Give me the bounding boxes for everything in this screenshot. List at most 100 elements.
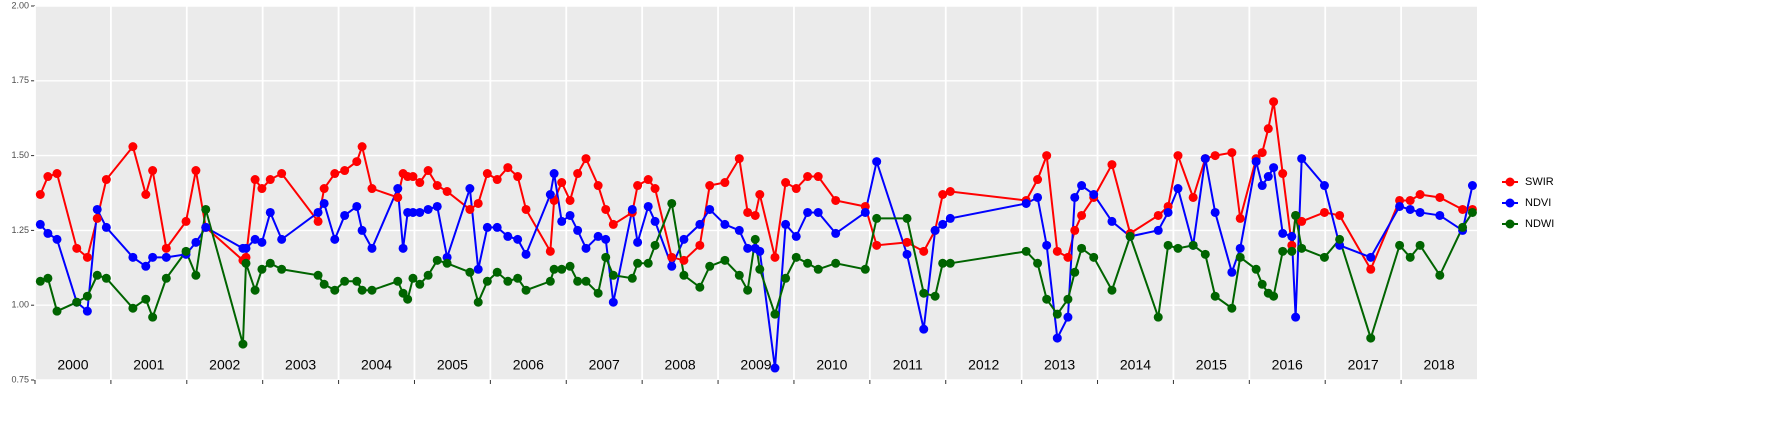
data-point: [1021, 198, 1031, 208]
data-point: [503, 163, 513, 173]
x-tick-label: 2016: [1272, 357, 1303, 373]
data-point: [43, 273, 53, 283]
data-point: [1263, 172, 1273, 182]
data-point: [872, 240, 882, 250]
data-point: [565, 261, 575, 271]
data-point: [545, 189, 555, 199]
data-point: [313, 207, 323, 217]
data-point: [257, 184, 267, 194]
data-point: [1297, 154, 1307, 164]
x-tick-label: 2004: [361, 357, 392, 373]
data-point: [1153, 312, 1163, 322]
x-tick-label: 2017: [1348, 357, 1379, 373]
data-point: [831, 195, 841, 205]
data-point: [813, 207, 823, 217]
data-point: [492, 267, 502, 277]
data-point: [770, 252, 780, 262]
data-point: [938, 258, 948, 268]
data-point: [408, 273, 418, 283]
data-point: [1319, 207, 1329, 217]
data-point: [1070, 267, 1080, 277]
data-point: [1415, 207, 1425, 217]
data-point: [1235, 243, 1245, 253]
data-point: [473, 297, 483, 307]
data-point: [1173, 184, 1183, 194]
data-point: [257, 264, 267, 274]
data-point: [408, 172, 418, 182]
data-point: [82, 252, 92, 262]
data-point: [191, 237, 201, 247]
data-point: [803, 207, 813, 217]
data-point: [679, 255, 689, 265]
x-tick-label: 2002: [209, 357, 240, 373]
data-point: [52, 306, 62, 316]
data-point: [650, 216, 660, 226]
data-point: [423, 204, 433, 214]
data-point: [1291, 210, 1301, 220]
data-point: [277, 169, 287, 179]
data-point: [1070, 192, 1080, 202]
data-point: [367, 184, 377, 194]
data-point: [902, 213, 912, 223]
data-point: [1070, 225, 1080, 235]
data-point: [1077, 181, 1087, 191]
data-point: [1458, 204, 1468, 214]
data-point: [141, 294, 151, 304]
data-point: [35, 189, 45, 199]
data-point: [277, 264, 287, 274]
x-tick-label: 2015: [1196, 357, 1227, 373]
data-point: [750, 210, 760, 220]
data-point: [201, 204, 211, 214]
data-point: [1210, 207, 1220, 217]
data-point: [1125, 231, 1135, 241]
data-point: [1287, 231, 1297, 241]
legend-label: NDWI: [1525, 218, 1554, 230]
data-point: [357, 142, 367, 152]
data-point: [734, 225, 744, 235]
data-point: [601, 204, 611, 214]
data-point: [695, 219, 705, 229]
data-point: [191, 270, 201, 280]
data-point: [101, 273, 111, 283]
data-point: [250, 285, 260, 295]
data-point: [608, 270, 618, 280]
data-point: [128, 142, 138, 152]
data-point: [633, 237, 643, 247]
data-point: [1052, 333, 1062, 343]
data-point: [1335, 234, 1345, 244]
data-point: [1033, 175, 1043, 185]
data-point: [919, 246, 929, 256]
data-point: [1257, 181, 1267, 191]
x-tick-label: 2003: [285, 357, 316, 373]
data-point: [573, 169, 583, 179]
data-point: [1366, 252, 1376, 262]
data-point: [52, 169, 62, 179]
data-point: [1200, 249, 1210, 259]
data-point: [1227, 267, 1237, 277]
data-point: [1405, 252, 1415, 262]
data-point: [557, 264, 567, 274]
data-point: [265, 207, 275, 217]
x-tick-label: 2014: [1120, 357, 1151, 373]
data-point: [1257, 279, 1267, 289]
data-point: [423, 166, 433, 176]
data-point: [705, 181, 715, 191]
data-point: [423, 270, 433, 280]
data-point: [92, 204, 102, 214]
data-point: [141, 189, 151, 199]
data-point: [1188, 192, 1198, 202]
data-point: [860, 264, 870, 274]
x-tick-label: 2000: [57, 357, 88, 373]
data-point: [1319, 181, 1329, 191]
data-point: [492, 222, 502, 232]
data-point: [1210, 151, 1220, 161]
x-tick-label: 2018: [1423, 357, 1454, 373]
data-point: [513, 273, 523, 283]
data-point: [1366, 333, 1376, 343]
data-point: [1435, 270, 1445, 280]
data-point: [1077, 210, 1087, 220]
data-point: [1107, 160, 1117, 170]
data-point: [650, 240, 660, 250]
data-point: [1287, 246, 1297, 256]
data-point: [521, 249, 531, 259]
